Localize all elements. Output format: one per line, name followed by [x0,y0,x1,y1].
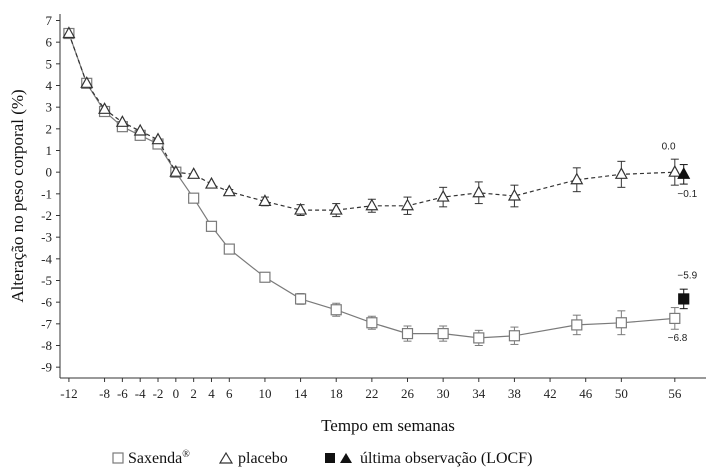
saxenda-data-point [223,243,235,255]
y-tick-label: -3 [41,230,52,245]
y-tick-label: 1 [46,143,53,158]
saxenda-data-point [437,327,449,340]
x-tick-label: -2 [153,386,164,401]
placebo-data-point [668,164,682,177]
x-axis-title: Tempo em semanas [321,416,455,435]
placebo-data-point [436,189,450,202]
data-label: −6.8 [668,333,688,344]
y-tick-label: -5 [41,273,52,288]
y-tick-label: -9 [41,360,52,375]
placebo-data-point [472,185,486,198]
placebo-series-line [68,33,675,211]
y-tick-label: 3 [46,100,53,115]
saxenda-locf-point [678,293,690,305]
legend-saxenda-name: Saxenda [128,450,182,467]
placebo-data-point [115,115,129,127]
x-tick-label: 18 [330,386,343,401]
legend-saxenda-marker [112,452,124,464]
chart-legend: Saxenda® placebo última observação (LOCF… [112,449,532,467]
x-tick-label: -12 [60,386,77,401]
chart-series-layer [62,26,691,346]
placebo-data-point [204,176,218,189]
saxenda-data-point [330,304,342,316]
data-label: −5.9 [677,270,697,281]
placebo-data-point [258,194,272,207]
x-tick-label: 42 [544,386,557,401]
placebo-data-point [133,123,147,136]
x-tick-label: 0 [173,386,180,401]
y-tick-label: 0 [46,165,53,180]
y-tick-label: 6 [46,35,53,50]
legend-saxenda-registered: ® [182,449,190,460]
y-tick-label: 2 [46,121,53,136]
y-tick-label: -2 [41,208,52,223]
x-tick-label: 26 [401,386,415,401]
y-tick-label: -1 [41,186,52,201]
x-tick-label: 2 [190,386,197,401]
x-tick-label: 34 [472,386,486,401]
placebo-data-point [98,102,112,114]
y-tick-label: 5 [46,56,53,71]
placebo-data-point [169,164,183,177]
y-tick-label: 4 [46,78,53,93]
saxenda-series-line [68,33,675,339]
y-tick-label: -8 [41,338,52,353]
saxenda-data-point [401,327,414,340]
data-label: 0.0 [662,141,676,152]
saxenda-data-point [259,271,271,283]
placebo-data-point [400,198,415,211]
y-tick-label: -7 [41,316,52,331]
legend-locf-label: última observação (LOCF) [360,450,532,467]
x-tick-label: 50 [615,386,628,401]
x-tick-label: 10 [258,386,271,401]
saxenda-data-point [205,220,218,232]
placebo-data-point [80,76,94,88]
saxenda-data-point [294,293,307,305]
x-tick-label: -4 [135,386,146,401]
x-tick-label: 6 [226,386,233,401]
x-tick-label: 38 [508,386,521,401]
x-tick-label: 22 [365,386,378,401]
legend-placebo-label: placebo [238,450,288,467]
saxenda-data-point [669,312,681,325]
chart-annotations: 0.0 −0.1 −5.9 −6.8 [662,141,698,344]
placebo-data-point [151,132,165,145]
legend-saxenda-label: Saxenda® [128,449,190,467]
y-tick-label: 7 [46,13,53,28]
data-label: −0.1 [677,189,697,200]
x-tick-label: 30 [437,386,450,401]
legend-locf-square-marker [325,453,335,463]
placebo-data-point [614,167,628,179]
x-tick-label: 14 [294,386,308,401]
placebo-data-point [507,188,521,201]
placebo-data-point [294,202,308,215]
y-tick-label: -4 [41,251,52,266]
placebo-data-point [62,26,76,39]
x-tick-label: 4 [208,386,215,401]
saxenda-data-point [508,330,521,342]
y-tick-label: -6 [41,295,52,310]
x-tick-label: -6 [117,386,128,401]
placebo-data-point [570,172,584,185]
saxenda-data-point [366,317,378,329]
x-tick-label: 46 [579,386,593,401]
legend-locf-triangle-marker [340,453,352,463]
saxenda-data-point [188,192,200,204]
placebo-locf-point [677,167,691,179]
legend-placebo-marker [218,451,234,464]
placebo-data-point [187,167,201,179]
x-tick-label: 56 [668,386,682,401]
placebo-data-point [222,184,236,197]
placebo-data-point [329,202,343,215]
x-tick-label: -8 [99,386,110,401]
placebo-data-point [365,198,379,211]
saxenda-data-point [571,319,583,331]
saxenda-data-point [473,332,485,344]
y-axis-title: Alteração no peso corporal (%) [8,89,27,302]
saxenda-data-point [615,317,627,329]
